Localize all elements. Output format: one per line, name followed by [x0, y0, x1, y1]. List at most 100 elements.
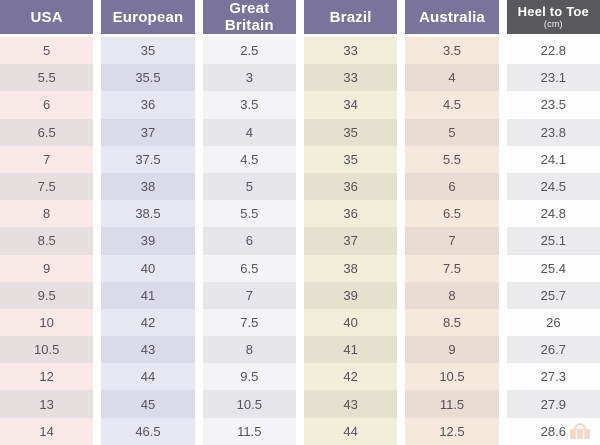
table-row: 12 44 9.5 42 10.5 27.3 [0, 363, 600, 391]
table-cell: 28.6 [506, 417, 600, 445]
table-cell: 25.1 [506, 227, 600, 255]
table-cell: 23.1 [506, 64, 600, 92]
table-cell: 5.5 [202, 200, 296, 228]
table-cell: 10.5 [0, 336, 94, 364]
table-cell: 34 [304, 91, 398, 119]
table-cell: 33 [304, 37, 398, 65]
table-cell: 36 [304, 172, 398, 201]
table-cell: 3.5 [405, 37, 499, 65]
table-cell: 7.5 [0, 172, 94, 201]
table-cell: 6.5 [0, 118, 94, 146]
column-header-european-label: European [112, 8, 184, 26]
table-body: 5 35 2.5 33 3.5 22.8 5.5 35.5 3 33 4 23.1 6 36 3.5 34 4.… [0, 37, 600, 445]
table-cell: 42 [304, 363, 398, 391]
table-cell: 9 [0, 254, 94, 282]
table-cell: 6 [202, 227, 296, 255]
table-cell: 7 [405, 227, 499, 255]
column-header-heel-to-toe: Heel to Toe (cm) [506, 0, 600, 34]
table-cell: 7.5 [405, 254, 499, 282]
table-cell: 37.5 [101, 145, 195, 173]
table-cell: 25.4 [506, 254, 600, 282]
table-cell: 40 [101, 254, 195, 282]
table-cell: 22.8 [506, 37, 600, 65]
table-cell: 36 [101, 91, 195, 119]
table-cell: 8 [202, 336, 296, 364]
table-header-row: USA European Great Britain Brazil Austra… [0, 0, 600, 34]
table-cell: 37 [101, 118, 195, 146]
table-cell: 10.5 [405, 363, 499, 391]
table-row: 5 35 2.5 33 3.5 22.8 [0, 37, 600, 65]
table-cell: 23.5 [506, 91, 600, 119]
table-cell: 37 [304, 227, 398, 255]
table-cell: 39 [101, 227, 195, 255]
table-cell: 8.5 [405, 308, 499, 337]
table-cell: 11.5 [202, 417, 296, 445]
table-cell: 46.5 [101, 417, 195, 445]
table-cell: 38 [304, 254, 398, 282]
table-row: 8.5 39 6 37 7 25.1 [0, 227, 600, 255]
column-header-australia-label: Australia [418, 8, 485, 26]
table-cell: 4 [405, 64, 499, 92]
table-cell: 35 [101, 37, 195, 65]
table-cell: 8 [0, 200, 94, 228]
table-cell: 36 [304, 200, 398, 228]
table-cell: 43 [304, 390, 398, 418]
table-cell: 5.5 [405, 145, 499, 173]
table-cell: 9 [405, 336, 499, 364]
table-cell: 39 [304, 281, 398, 309]
table-cell: 3 [202, 64, 296, 92]
table-cell: 8 [405, 281, 499, 309]
table-cell: 11.5 [405, 390, 499, 418]
column-header-brazil: Brazil [304, 0, 398, 34]
table-row: 9 40 6.5 38 7.5 25.4 [0, 254, 600, 282]
table-cell: 12.5 [405, 417, 499, 445]
column-header-australia: Australia [405, 0, 499, 34]
table-cell: 44 [304, 417, 398, 445]
table-row: 6 36 3.5 34 4.5 23.5 [0, 91, 600, 119]
table-cell: 10.5 [202, 390, 296, 418]
table-cell: 5.5 [0, 64, 94, 92]
table-cell: 38 [101, 172, 195, 201]
table-cell: 42 [101, 308, 195, 337]
table-row: 10.5 43 8 41 9 26.7 [0, 336, 600, 364]
table-cell: 23.8 [506, 118, 600, 146]
table-cell: 4 [202, 118, 296, 146]
table-cell: 7 [202, 281, 296, 309]
column-header-heel-to-toe-label: Heel to Toe [517, 3, 589, 19]
table-cell: 41 [304, 336, 398, 364]
table-cell: 6.5 [405, 200, 499, 228]
table-row: 9.5 41 7 39 8 25.7 [0, 281, 600, 309]
table-cell: 13 [0, 390, 94, 418]
table-cell: 26.7 [506, 336, 600, 364]
column-header-usa-label: USA [30, 8, 63, 26]
table-cell: 6 [0, 91, 94, 119]
table-cell: 14 [0, 417, 94, 445]
table-cell: 9.5 [0, 281, 94, 309]
table-row: 7 37.5 4.5 35 5.5 24.1 [0, 145, 600, 173]
table-cell: 25.7 [506, 281, 600, 309]
table-cell: 26 [506, 308, 600, 337]
table-cell: 6 [405, 172, 499, 201]
table-cell: 24.8 [506, 200, 600, 228]
column-header-brazil-label: Brazil [329, 8, 372, 26]
table-row: 10 42 7.5 40 8.5 26 [0, 308, 600, 337]
table-cell: 4.5 [202, 145, 296, 173]
column-header-heel-to-toe-unit: (cm) [543, 18, 563, 29]
table-cell: 10 [0, 308, 94, 337]
column-header-great-britain: Great Britain [202, 0, 296, 34]
table-cell: 41 [101, 281, 195, 309]
table-cell: 24.5 [506, 172, 600, 201]
column-header-european: European [101, 0, 195, 34]
table-cell: 44 [101, 363, 195, 391]
watermark-logo-icon [570, 423, 590, 439]
table-row: 13 45 10.5 43 11.5 27.9 [0, 390, 600, 418]
table-cell: 8.5 [0, 227, 94, 255]
table-cell: 5 [0, 37, 94, 65]
table-cell: 12 [0, 363, 94, 391]
column-header-usa: USA [0, 0, 94, 34]
table-row: 5.5 35.5 3 33 4 23.1 [0, 64, 600, 92]
table-cell: 7.5 [202, 308, 296, 337]
table-cell: 9.5 [202, 363, 296, 391]
table-cell: 35 [304, 118, 398, 146]
